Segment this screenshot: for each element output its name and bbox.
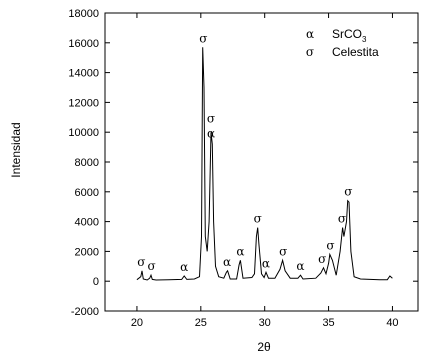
y-tick-label: 18000 — [68, 8, 99, 20]
peak-label: σ — [344, 185, 352, 199]
peak-label: σ — [148, 259, 156, 273]
axis-tick-labels: 20 25 30 35 40 -2000 0 2000 4000 6000 8000 10000 120… — [68, 8, 398, 329]
x-tick-label: 35 — [322, 317, 334, 329]
x-tick-label: 30 — [259, 317, 271, 329]
y-tick-label: 0 — [93, 276, 99, 288]
peak-label: σ — [137, 255, 145, 269]
peak-label: σ — [318, 252, 326, 266]
y-tick-label: 4000 — [75, 217, 99, 229]
peak-label: σ — [254, 212, 262, 226]
series-line — [136, 47, 393, 281]
peak-label: α — [262, 256, 270, 270]
y-tick-label: 10000 — [68, 127, 99, 139]
x-tick-label: 40 — [386, 317, 398, 329]
peak-label: σ — [199, 31, 207, 45]
peak-label: α — [296, 259, 304, 273]
y-tick-label: 2000 — [75, 246, 99, 258]
axis-ticks — [105, 12, 418, 312]
y-tick-label: 8000 — [75, 157, 99, 169]
legend-label: SrCO3 — [332, 27, 367, 44]
peak-label: α — [223, 255, 231, 269]
legend: α SrCO3 σ Celestita — [306, 27, 379, 59]
x-axis-label: 2θ — [257, 340, 271, 354]
y-tick-label: 14000 — [68, 68, 99, 80]
x-tick-label: 20 — [131, 317, 143, 329]
peak-label: σ — [326, 238, 334, 252]
peak-label: α — [236, 244, 244, 258]
y-axis-label: Intensidad — [9, 122, 23, 177]
y-tick-label: 6000 — [75, 187, 99, 199]
legend-subscript: 3 — [362, 35, 367, 44]
legend-symbol: α — [306, 27, 314, 41]
legend-symbol: σ — [306, 45, 314, 59]
x-tick-label: 25 — [195, 317, 207, 329]
y-tick-label: 16000 — [68, 38, 99, 50]
peak-label: α — [207, 127, 215, 141]
peak-label: σ — [279, 244, 287, 258]
y-tick-label: 12000 — [68, 97, 99, 109]
peak-label: σ — [338, 212, 346, 226]
peak-label: α — [180, 260, 188, 274]
y-tick-label: -2000 — [71, 306, 99, 318]
legend-label: Celestita — [332, 45, 379, 59]
peak-label: σ — [207, 112, 215, 126]
